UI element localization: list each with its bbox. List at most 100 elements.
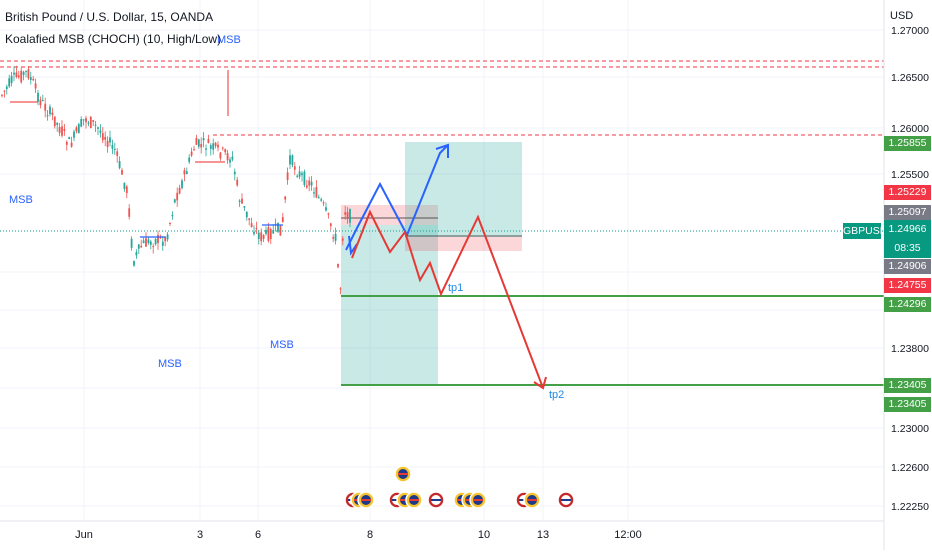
candle-body [1, 94, 3, 96]
candle-body [97, 127, 99, 129]
current-price-value: 1.24966 [888, 223, 927, 235]
candle-body [145, 238, 147, 247]
candle-body [207, 139, 210, 144]
time-tick-label: Jun [75, 529, 93, 541]
candle-body [5, 86, 8, 90]
candle-body [317, 197, 320, 199]
candle-body [70, 142, 73, 147]
candle-body [51, 112, 54, 116]
candle-body [325, 207, 327, 211]
candle-body [315, 187, 318, 198]
symbol-title[interactable]: British Pound / U.S. Dollar, 15, OANDA [5, 10, 214, 24]
candle-body [334, 233, 337, 241]
candle-body [152, 246, 155, 248]
bullish-arrow-head [435, 143, 449, 158]
candles [1, 65, 351, 295]
candle-body [3, 90, 6, 92]
candle-body [291, 155, 294, 165]
candle-body [113, 148, 116, 150]
currency-label: USD [890, 10, 914, 22]
uk-event-flag-icon[interactable] [427, 491, 445, 509]
candle-body [286, 172, 289, 180]
price-tag: 1.24296 [884, 297, 931, 312]
tp1-label: tp1 [448, 282, 463, 294]
us-event-flag-icon[interactable] [469, 491, 487, 509]
candle-body [241, 198, 243, 204]
uk-event-flag-icon[interactable] [557, 491, 575, 509]
candle-body [49, 106, 51, 115]
candle-body [73, 131, 75, 138]
candle-body [137, 244, 140, 249]
candle-body [257, 232, 260, 239]
candle-body [140, 245, 143, 248]
msb-label-mid: MSB [270, 339, 294, 351]
candle-body [205, 148, 207, 150]
indicator-title[interactable]: Koalafied MSB (CHOCH) (10, High/Low) [5, 32, 222, 46]
candle-body [296, 175, 299, 177]
candle-body [221, 147, 224, 149]
candle-body [125, 186, 128, 194]
candle-body [169, 223, 171, 225]
candle-body [248, 218, 251, 220]
candle-body [277, 222, 279, 232]
candle-body [322, 202, 325, 204]
candle-body [63, 129, 66, 131]
candle-body [346, 212, 349, 219]
candle-body [245, 211, 248, 218]
candle-body [272, 230, 275, 234]
candle-body [56, 122, 59, 125]
candle-body [341, 238, 344, 241]
candle-body [224, 149, 227, 153]
price-tag: 1.25097 [884, 205, 931, 220]
candle-body [39, 99, 42, 106]
price-tag: 1.24906 [884, 259, 931, 274]
candle-body [101, 133, 104, 141]
candle-body [32, 79, 35, 81]
price-tag: 1.25229 [884, 185, 931, 200]
candle-body [154, 238, 157, 245]
candle-body [128, 208, 131, 217]
candle-body [34, 83, 37, 89]
candle-body [327, 213, 330, 215]
candle-body [262, 234, 265, 239]
candle-body [87, 122, 90, 124]
candle-body [75, 127, 78, 132]
us-event-flag-icon[interactable] [394, 465, 412, 483]
msb-label-bottom: MSB [158, 358, 182, 370]
us-event-flag-icon[interactable] [405, 491, 423, 509]
candle-body [29, 77, 32, 80]
candle-body [329, 223, 332, 226]
candle-body [212, 143, 215, 150]
price-axis[interactable]: 1.27000 1.26500 1.26000 1.25500 1.23800 1.230… [891, 25, 929, 513]
candle-body [89, 116, 92, 128]
candle-body [135, 252, 138, 256]
candle-body [195, 138, 198, 145]
candle-body [279, 225, 282, 236]
candle-body [308, 180, 311, 186]
time-axis[interactable]: Jun 3 6 8 10 13 12:00 [75, 529, 642, 541]
candle-body [65, 141, 68, 145]
us-event-flag-icon[interactable] [523, 491, 541, 509]
candle-body [349, 209, 351, 223]
price-tick-label: 1.25500 [891, 169, 929, 181]
candle-body [226, 153, 229, 161]
candle-body [185, 171, 188, 175]
us-event-flag-icon[interactable] [357, 491, 375, 509]
candle-body [202, 138, 205, 141]
current-price-tag: 1.24966 08:35 [884, 220, 931, 258]
candle-body [284, 196, 287, 200]
time-tick-label: 12:00 [614, 529, 642, 541]
candle-body [116, 151, 119, 156]
economic-events-row[interactable] [344, 465, 575, 509]
candle-body [301, 173, 303, 176]
candle-body [236, 179, 239, 186]
candle-body [106, 140, 109, 147]
candle-body [243, 206, 246, 208]
candle-body [157, 234, 159, 244]
candle-body [27, 69, 30, 79]
candle-body [15, 72, 18, 78]
countdown-timer: 08:35 [894, 242, 921, 254]
candle-body [188, 157, 191, 162]
